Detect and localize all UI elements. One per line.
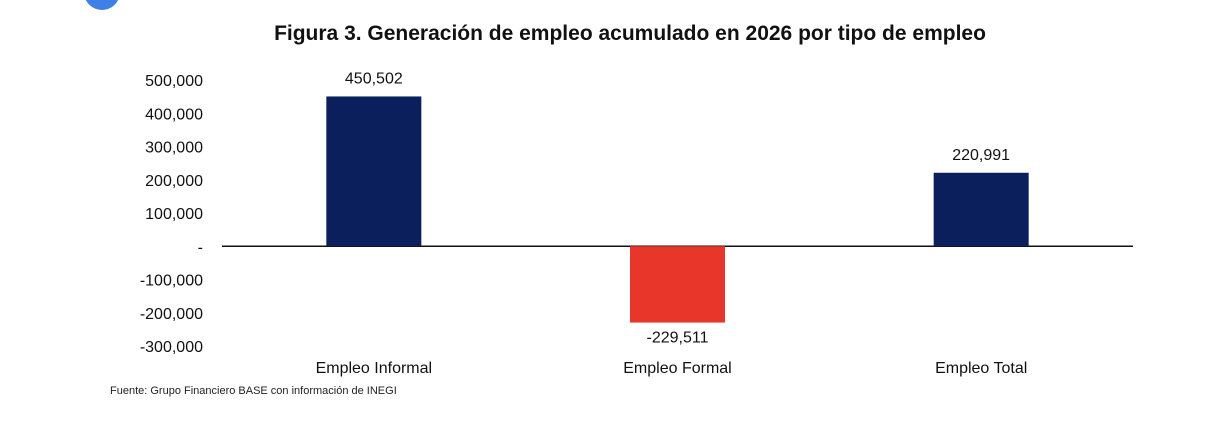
bars-group: 450,502 Empleo Informal -229,511 Empleo For… bbox=[316, 70, 1029, 377]
bar-value-label: 220,991 bbox=[952, 147, 1010, 164]
y-tick-label: 100,000 bbox=[145, 206, 203, 223]
bar bbox=[326, 96, 422, 247]
y-axis: 500,000 400,000 300,000 200,000 100,000 - -100… bbox=[140, 73, 203, 356]
chart-title: Figura 3. Generación de empleo acumulado… bbox=[274, 22, 986, 45]
bar-value-label: 450,502 bbox=[345, 70, 403, 87]
y-tick-label: 200,000 bbox=[145, 173, 203, 190]
y-tick-label: -300,000 bbox=[140, 339, 203, 356]
y-tick-label: -200,000 bbox=[140, 306, 203, 323]
corner-avatar-icon bbox=[84, 0, 120, 10]
bar bbox=[933, 172, 1029, 247]
y-tick-label: -100,000 bbox=[140, 273, 203, 290]
y-tick-label: - bbox=[198, 239, 203, 256]
source-note: Fuente: Grupo Financiero BASE con inform… bbox=[110, 385, 397, 397]
y-tick-label: 500,000 bbox=[145, 73, 203, 90]
bar bbox=[630, 246, 725, 323]
y-tick-label: 400,000 bbox=[145, 106, 203, 123]
x-category-label: Empleo Formal bbox=[623, 360, 731, 377]
x-category-label: Empleo Informal bbox=[316, 360, 433, 377]
y-tick-label: 300,000 bbox=[145, 140, 203, 157]
x-category-label: Empleo Total bbox=[935, 360, 1027, 377]
bar-value-label: -229,511 bbox=[647, 330, 709, 347]
